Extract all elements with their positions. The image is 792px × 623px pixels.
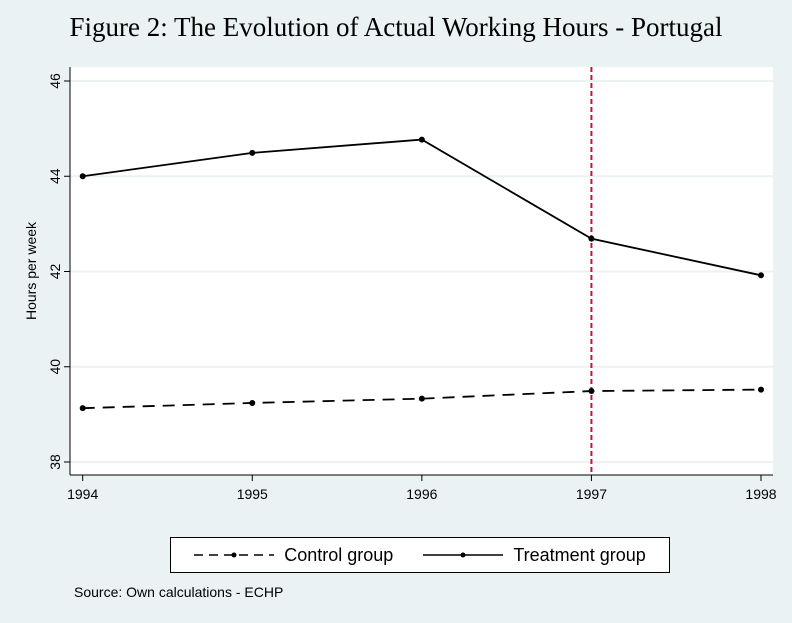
data-point	[249, 149, 256, 156]
data-point	[588, 388, 595, 395]
data-point	[758, 386, 764, 393]
legend: Control group Treatment group	[170, 537, 670, 573]
x-tick-label: 1995	[237, 486, 268, 502]
y-axis-label: Hours per week	[23, 221, 39, 320]
source-note: Source: Own calculations - ECHP	[74, 584, 284, 600]
y-tick-label: 38	[47, 454, 63, 470]
legend-swatch-solid	[423, 552, 504, 558]
data-point	[79, 405, 86, 412]
data-point	[249, 399, 256, 406]
y-tick-label: 46	[47, 73, 63, 89]
chart-title: Figure 2: The Evolution of Actual Workin…	[69, 12, 723, 42]
legend-label: Treatment group	[513, 544, 646, 565]
data-point	[418, 136, 425, 143]
y-tick-label: 44	[47, 168, 63, 184]
x-tick-label: 1994	[67, 486, 98, 502]
legend-item-treatment: Treatment group	[423, 544, 646, 566]
y-tick-label: 40	[47, 359, 63, 375]
data-point	[418, 395, 425, 402]
x-tick-label: 1997	[576, 486, 607, 502]
series-line-control	[82, 388, 762, 410]
x-tick-label: 1998	[745, 486, 776, 502]
legend-label: Control group	[284, 544, 394, 565]
data-point	[588, 235, 595, 242]
x-tick-label: 1996	[406, 486, 437, 502]
legend-item-control: Control group	[194, 545, 393, 566]
data-point	[79, 173, 86, 180]
data-point	[758, 272, 764, 279]
legend-swatch-dashed	[194, 552, 275, 558]
y-tick-label: 42	[47, 264, 63, 280]
